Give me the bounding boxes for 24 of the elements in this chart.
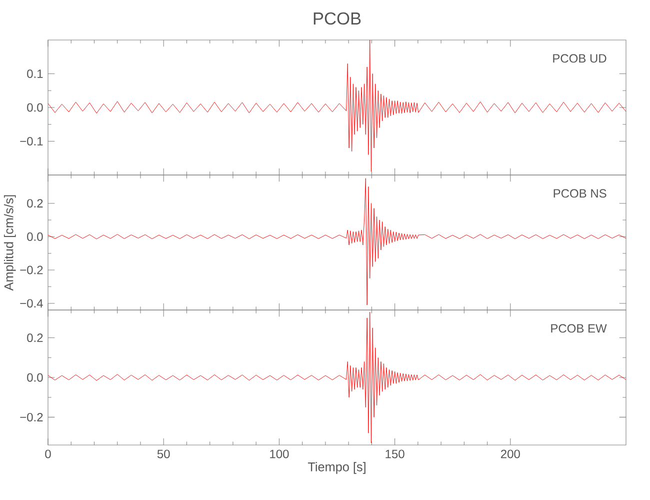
y-tick-label: 0.1: [27, 69, 43, 78]
y-tick-label: −0.2: [20, 266, 43, 274]
x-tick-label: 200: [501, 450, 520, 458]
annotation: PCOB NS: [554, 189, 606, 198]
y-axis-title: Amplitud [cm/s/s]: [4, 195, 16, 291]
x-tick-label: 50: [157, 450, 170, 458]
y-tick-label: −0.1: [20, 136, 43, 146]
y-tick-label: 0.0: [27, 373, 43, 382]
line-series: [48, 312, 626, 444]
y-tick-label: −0.4: [20, 299, 43, 308]
annotation: PCOB UD: [553, 54, 606, 63]
x-tick-label: 150: [386, 450, 404, 458]
chart-title: PCOB: [314, 12, 361, 25]
y-tick-label: 0.2: [27, 199, 43, 208]
annotation: PCOB EW: [551, 324, 607, 333]
y-tick-label: −0.2: [20, 412, 43, 422]
x-tick-label: 100: [270, 450, 289, 458]
y-tick-label: 0.0: [27, 103, 43, 112]
line-series: [48, 40, 626, 172]
line-series: [48, 178, 626, 306]
y-tick-label: 0.2: [27, 334, 43, 342]
y-tick-label: 0.0: [27, 232, 43, 241]
x-axis-title: Tiempo [s]: [308, 462, 366, 474]
x-tick-label: 0: [45, 450, 51, 458]
